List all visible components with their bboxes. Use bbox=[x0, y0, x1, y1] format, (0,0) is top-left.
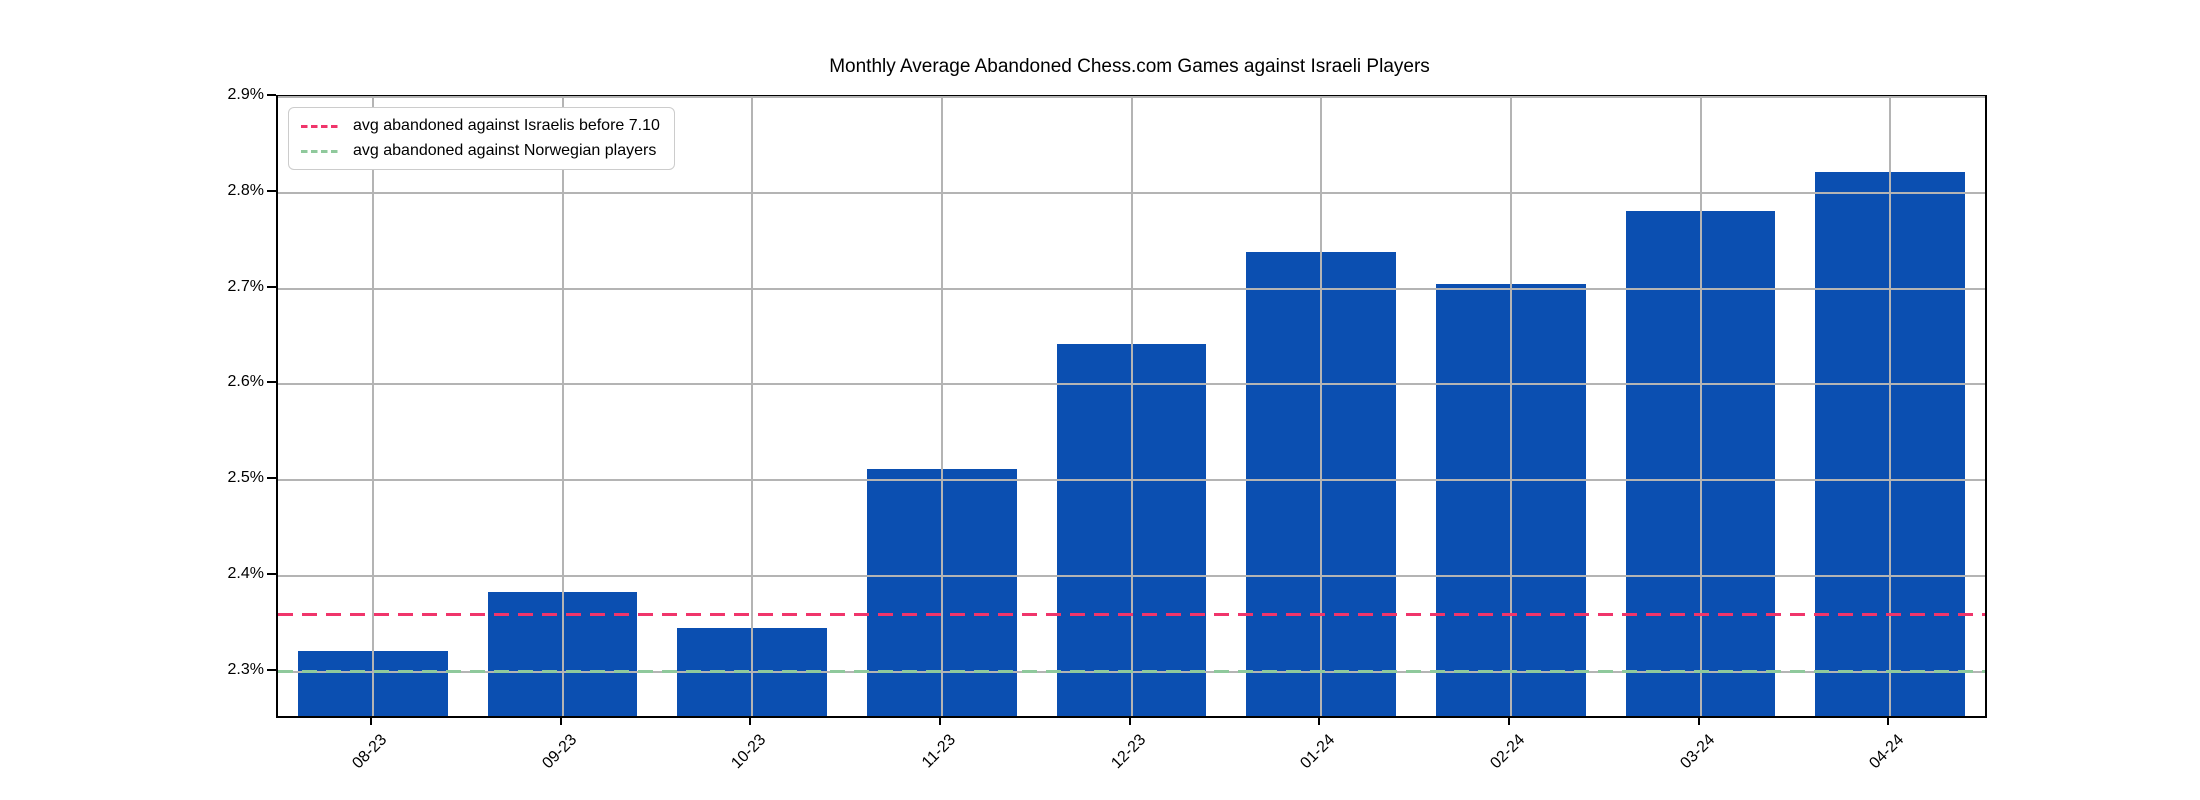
x-tick-mark bbox=[1697, 716, 1700, 725]
legend-item-israelis: avg abandoned against Israelis before 7.… bbox=[301, 117, 660, 135]
x-tick-mark bbox=[1318, 716, 1321, 725]
x-tick-mark bbox=[559, 716, 562, 725]
legend-label-israelis: avg abandoned against Israelis before 7.… bbox=[353, 117, 660, 134]
legend: avg abandoned against Israelis before 7.… bbox=[288, 107, 675, 170]
x-tick-label: 04-24 bbox=[1866, 731, 1908, 773]
y-tick-label: 2.6% bbox=[227, 373, 264, 391]
v-gridline bbox=[561, 97, 564, 716]
v-gridline bbox=[1320, 97, 1323, 716]
x-tick-mark bbox=[1507, 716, 1510, 725]
y-tick-mark bbox=[267, 381, 276, 384]
plot-area: avg abandoned against Israelis before 7.… bbox=[276, 95, 1987, 718]
x-tick-mark bbox=[938, 716, 941, 725]
x-tick-label: 09-23 bbox=[538, 731, 580, 773]
y-tick-label: 2.8% bbox=[227, 181, 264, 199]
y-tick-mark bbox=[267, 285, 276, 288]
x-tick-label: 10-23 bbox=[728, 731, 770, 773]
v-gridline bbox=[751, 97, 754, 716]
v-gridline bbox=[940, 97, 943, 716]
y-tick-label: 2.9% bbox=[227, 86, 264, 103]
y-tick-label: 2.5% bbox=[227, 469, 264, 487]
dashed-line-swatch-norwegian bbox=[301, 149, 339, 153]
x-tick-mark bbox=[1128, 716, 1131, 725]
x-tick-label: 12-23 bbox=[1107, 731, 1149, 773]
v-gridline bbox=[371, 97, 374, 716]
y-tick-label: 2.7% bbox=[227, 277, 264, 295]
v-gridline bbox=[1889, 97, 1892, 716]
x-tick-mark bbox=[1887, 716, 1890, 725]
x-tick-label: 11-23 bbox=[919, 731, 960, 772]
y-tick-label: 2.4% bbox=[227, 565, 264, 583]
x-tick-mark bbox=[369, 716, 372, 725]
v-gridline bbox=[1130, 97, 1133, 716]
x-tick-mark bbox=[749, 716, 752, 725]
x-tick-label: 03-24 bbox=[1676, 731, 1718, 773]
chart-title: Monthly Average Abandoned Chess.com Game… bbox=[829, 56, 1430, 77]
legend-item-norwegian: avg abandoned against Norwegian players bbox=[301, 142, 660, 160]
v-gridline bbox=[1509, 97, 1512, 716]
x-tick-label: 08-23 bbox=[349, 731, 391, 773]
y-tick-mark bbox=[267, 668, 276, 671]
x-tick-label: 02-24 bbox=[1487, 731, 1529, 773]
reference-line-israelis bbox=[278, 612, 1985, 616]
dashed-line-swatch-israelis bbox=[301, 124, 339, 128]
y-tick-mark bbox=[267, 477, 276, 480]
legend-label-norwegian: avg abandoned against Norwegian players bbox=[353, 142, 657, 159]
y-tick-mark bbox=[267, 189, 276, 192]
y-tick-mark bbox=[267, 573, 276, 576]
x-tick-label: 01-24 bbox=[1297, 731, 1339, 773]
y-tick-label: 2.3% bbox=[227, 660, 264, 678]
y-tick-mark bbox=[267, 94, 276, 96]
reference-line-norwegian bbox=[278, 670, 1985, 674]
v-gridline bbox=[1699, 97, 1702, 716]
